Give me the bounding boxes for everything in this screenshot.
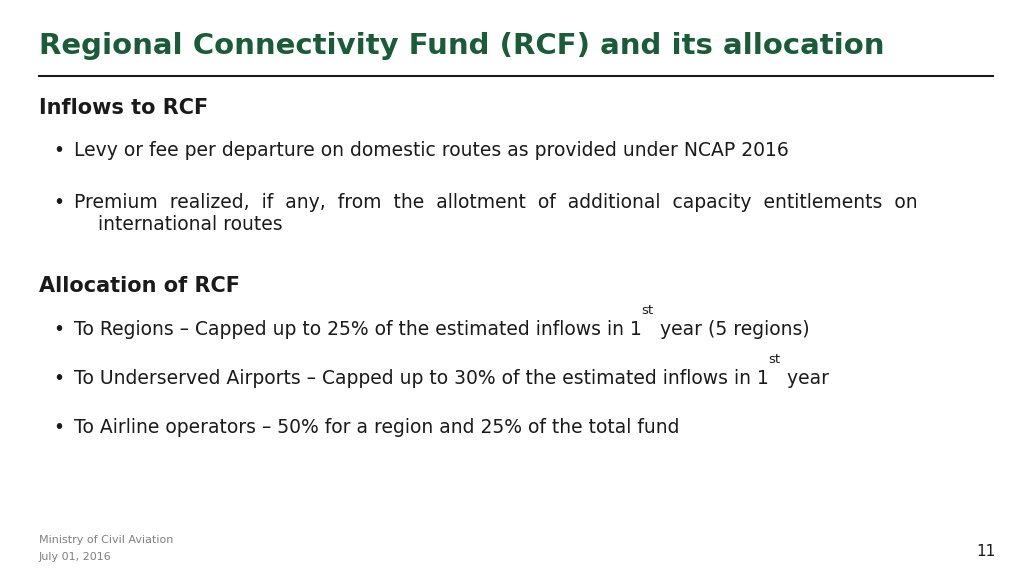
Text: 11: 11 — [976, 544, 995, 559]
Text: •: • — [53, 418, 65, 437]
Text: To Regions – Capped up to 25% of the estimated inflows in 1: To Regions – Capped up to 25% of the est… — [74, 320, 642, 339]
Text: •: • — [53, 369, 65, 388]
Text: •: • — [53, 141, 65, 160]
Text: Inflows to RCF: Inflows to RCF — [39, 98, 208, 118]
Text: year: year — [780, 369, 828, 388]
Text: •: • — [53, 193, 65, 212]
Text: st: st — [642, 304, 653, 317]
Text: July 01, 2016: July 01, 2016 — [39, 552, 112, 562]
Text: •: • — [53, 320, 65, 339]
Text: Regional Connectivity Fund (RCF) and its allocation: Regional Connectivity Fund (RCF) and its… — [39, 32, 885, 60]
Text: Allocation of RCF: Allocation of RCF — [39, 276, 240, 297]
Text: Premium  realized,  if  any,  from  the  allotment  of  additional  capacity  en: Premium realized, if any, from the allot… — [74, 193, 918, 234]
Text: st: st — [769, 353, 780, 366]
Text: Ministry of Civil Aviation: Ministry of Civil Aviation — [39, 535, 173, 544]
Text: Levy or fee per departure on domestic routes as provided under NCAP 2016: Levy or fee per departure on domestic ro… — [74, 141, 788, 160]
Text: To Airline operators – 50% for a region and 25% of the total fund: To Airline operators – 50% for a region … — [74, 418, 679, 437]
Text: year (5 regions): year (5 regions) — [653, 320, 809, 339]
Text: To Underserved Airports – Capped up to 30% of the estimated inflows in 1: To Underserved Airports – Capped up to 3… — [74, 369, 769, 388]
